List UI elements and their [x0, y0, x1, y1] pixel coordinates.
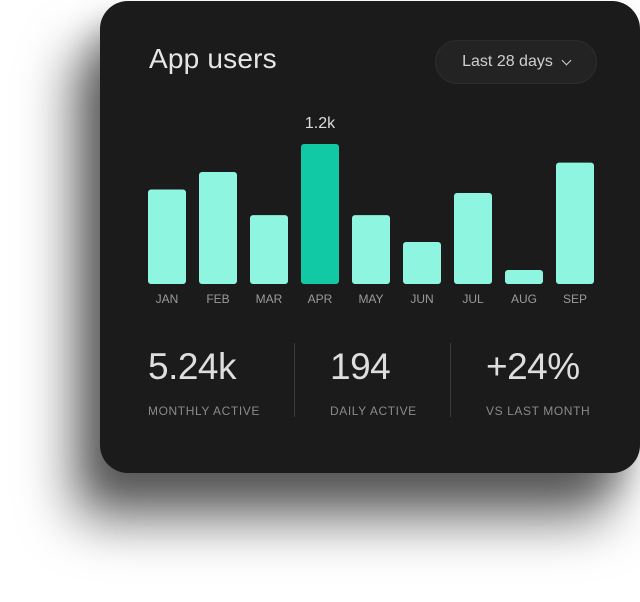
app-users-card: App users Last 28 days JAN FEB MAR APR 1.2k M… — [100, 1, 640, 473]
stat-divider — [294, 343, 295, 417]
stat-divider — [450, 343, 451, 417]
stat-caption: VS LAST MONTH — [486, 404, 591, 418]
stat-caption: DAILY ACTIVE — [330, 404, 417, 418]
bar-chart: JAN FEB MAR APR 1.2k MAY JUN JUL AUG SEP — [148, 115, 594, 306]
bar-apr[interactable] — [301, 144, 339, 284]
bar-mar[interactable] — [250, 215, 288, 284]
date-range-label: Last 28 days — [462, 53, 553, 70]
bar-jan[interactable] — [148, 189, 186, 285]
card-title: App users — [149, 43, 277, 74]
date-range-dropdown[interactable]: Last 28 days — [435, 40, 597, 84]
stat-value: 194 — [330, 346, 391, 387]
bar-aug[interactable] — [505, 270, 543, 284]
stat-value: +24% — [486, 346, 580, 387]
stat-caption: MONTHLY ACTIVE — [148, 404, 260, 418]
bar-feb[interactable] — [199, 172, 237, 284]
x-tick-label: JUN — [410, 292, 433, 306]
stat-daily-active: 194 DAILY ACTIVE — [330, 346, 417, 418]
x-tick-label: FEB — [206, 292, 229, 306]
x-tick-label: JUL — [462, 292, 484, 306]
x-tick-label: MAY — [358, 292, 383, 306]
bar-jun[interactable] — [403, 242, 441, 284]
x-tick-label: APR — [308, 292, 333, 306]
stat-value: 5.24k — [148, 346, 237, 387]
bar-sep[interactable] — [556, 162, 594, 284]
x-tick-label: AUG — [511, 292, 537, 306]
data-label-highlight: 1.2k — [305, 115, 336, 132]
x-tick-label: JAN — [156, 292, 179, 306]
x-tick-label: SEP — [563, 292, 587, 306]
stat-monthly-active: 5.24k MONTHLY ACTIVE — [148, 346, 260, 418]
bar-jul[interactable] — [454, 193, 492, 284]
x-tick-label: MAR — [256, 292, 283, 306]
stat-vs-last-month: +24% VS LAST MONTH — [486, 346, 590, 418]
bar-may[interactable] — [352, 215, 390, 284]
